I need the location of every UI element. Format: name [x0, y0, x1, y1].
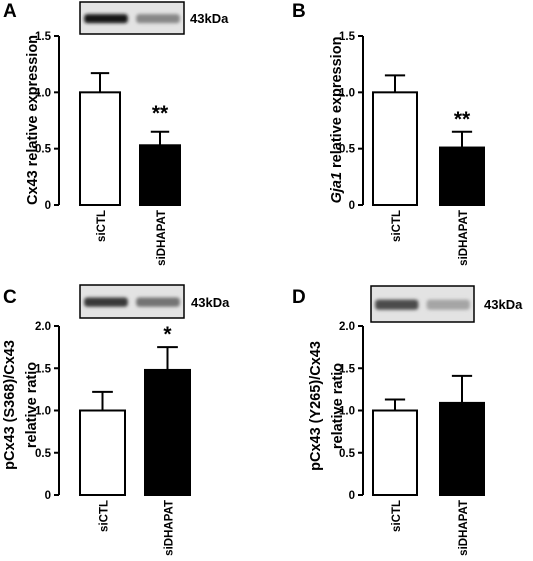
x-category-label: siCTL [96, 210, 108, 242]
y-tick-label: 1.5 [339, 31, 356, 43]
bar-sictl [372, 409, 418, 496]
y-tick-label: 0.5 [339, 448, 356, 460]
x-category-label: siDHAPAT [164, 500, 176, 556]
y-tick-label: 2.0 [35, 321, 51, 333]
y-tick-label: 0.5 [339, 144, 356, 156]
x-category-label: siCTL [99, 500, 111, 532]
panel-letter: B [292, 1, 306, 22]
western-blot-image [79, 284, 185, 319]
blot-band [136, 14, 180, 24]
y-axis-title-rest: relative expression [329, 37, 345, 172]
y-axis-title-line: pCx43 (Y265)/Cx43 [308, 341, 324, 471]
panel-letter: C [3, 287, 17, 308]
y-axis-title-italic: Gja1 [329, 172, 345, 203]
bar-sidhapat [439, 401, 485, 496]
y-axis-title: Gja1 relative expression [329, 37, 345, 204]
y-tick-label: 0 [349, 490, 355, 502]
bar-sidhapat [144, 368, 191, 496]
y-tick-label: 0 [45, 490, 51, 502]
y-axis-title-line: pCx43 (S368)/Cx43 [2, 340, 18, 470]
western-blot-image [79, 1, 185, 35]
y-axis-title: pCx43 (S368)/Cx43 relative ratio [2, 340, 40, 470]
chart-panel-c: C 0 0.5 1.0 1.5 2.0 pCx43 (S368)/Cx43 relative … [2, 284, 230, 556]
bar-sidhapat [439, 146, 485, 206]
y-tick-label: 1.0 [339, 406, 355, 418]
bar-sictl [79, 91, 121, 206]
significance-marker: ** [454, 108, 471, 131]
chart-panel-d: D 0 0.5 1.0 1.5 2.0 pCx43 (Y265)/Cx43 relative … [292, 285, 523, 556]
y-tick-label: 0 [45, 200, 51, 212]
y-tick-label: 1.5 [339, 363, 356, 375]
x-category-label: siDHAPAT [156, 210, 168, 266]
x-category-label: siDHAPAT [458, 210, 470, 266]
x-category-label: siCTL [391, 210, 403, 242]
y-tick-label: 0.5 [35, 144, 52, 156]
significance-marker: ** [152, 102, 169, 125]
blot-size-label: 43kDa [484, 297, 523, 312]
blot-band [426, 299, 470, 310]
bar-sidhapat [139, 144, 181, 206]
blot-size-label: 43kDa [191, 295, 230, 310]
blot-size-label: 43kDa [190, 11, 229, 26]
blot-band [84, 14, 128, 24]
y-tick-label: 0.5 [35, 448, 52, 460]
y-tick-label: 1.0 [35, 406, 51, 418]
bar-sictl [372, 91, 418, 206]
blot-band [375, 299, 419, 310]
y-tick-label: 0 [349, 200, 355, 212]
y-axis-title-line: relative ratio [24, 362, 40, 448]
bar-sictl [79, 409, 126, 496]
y-tick-label: 2.0 [339, 321, 355, 333]
panel-letter: D [292, 287, 306, 308]
y-axis-title: Cx43 relative expression [25, 35, 41, 205]
x-category-label: siDHAPAT [458, 500, 470, 556]
y-tick-label: 1.5 [35, 31, 52, 43]
y-axis-title: pCx43 (Y265)/Cx43 relative ratio [308, 341, 346, 471]
significance-marker: * [163, 323, 172, 346]
x-category-label: siCTL [391, 500, 403, 532]
y-tick-label: 1.5 [35, 363, 52, 375]
y-axis-title-line: relative ratio [330, 363, 346, 449]
y-tick-label: 1.0 [35, 87, 51, 99]
western-blot-image [370, 285, 475, 323]
blot-band [84, 297, 128, 307]
blot-band [136, 297, 180, 307]
y-tick-label: 1.0 [339, 87, 355, 99]
panel-letter: A [3, 1, 17, 22]
